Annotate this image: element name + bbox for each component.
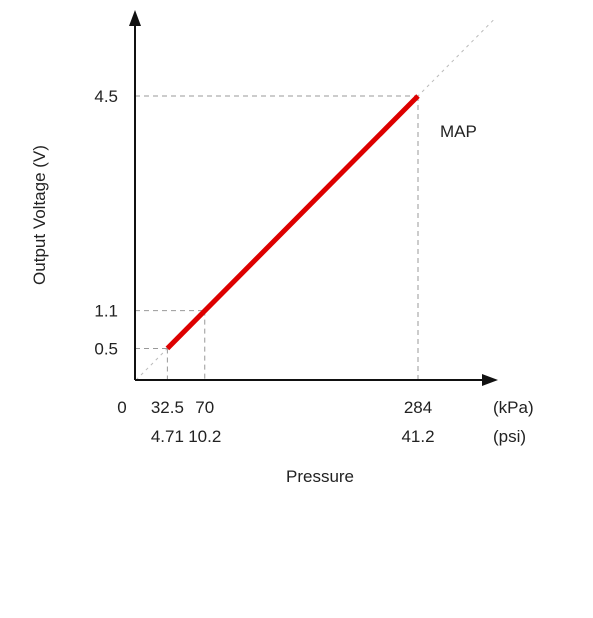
y-axis-title: Output Voltage (V) — [30, 145, 49, 285]
y-tick-label-2: 4.5 — [94, 87, 118, 106]
series-label-map: MAP — [440, 122, 477, 141]
x-unit-label-psi: (psi) — [493, 427, 526, 446]
x-tick-label-psi-1: 10.2 — [188, 427, 221, 446]
x-tick-label-psi-2: 41.2 — [401, 427, 434, 446]
x-tick-label-kpa-1: 70 — [195, 398, 214, 417]
y-tick-label-0: 0.5 — [94, 339, 118, 358]
y-axis-arrow — [129, 10, 141, 26]
x-tick-label-kpa-0: 32.5 — [151, 398, 184, 417]
series-line-map — [165, 94, 420, 351]
x-tick-label-kpa-2: 284 — [404, 398, 432, 417]
y-tick-label-1: 1.1 — [94, 302, 118, 321]
x-axis-arrow — [482, 374, 498, 386]
x-unit-label-kpa: (kPa) — [493, 398, 534, 417]
x-tick-label-psi-0: 4.71 — [151, 427, 184, 446]
origin-label: 0 — [117, 398, 126, 417]
x-axis-title: Pressure — [286, 467, 354, 486]
